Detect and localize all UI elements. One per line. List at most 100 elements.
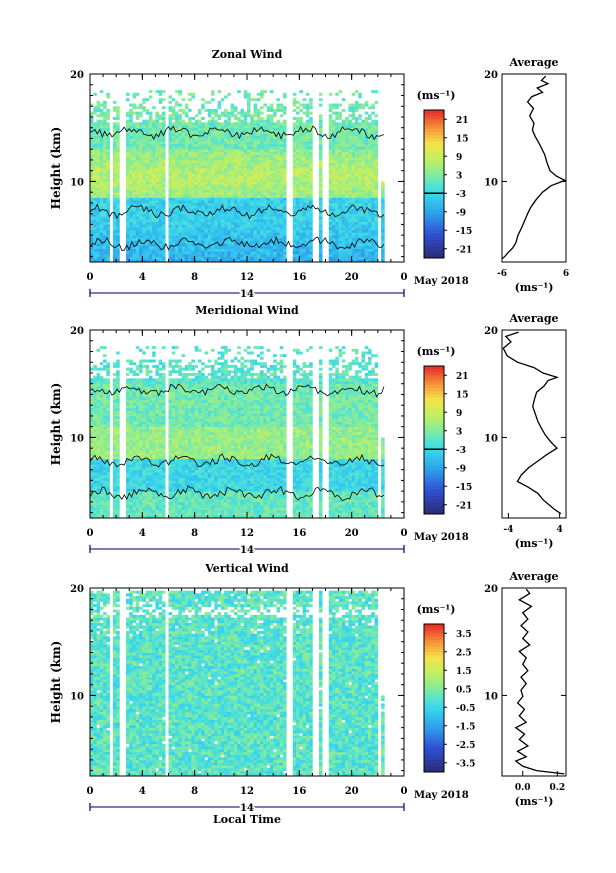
colorbar-tick-label: -15 [456, 483, 472, 493]
profile-y-tick-label: 10 [484, 433, 498, 444]
x-tick-label: 4 [139, 528, 146, 539]
profile-x-label: (ms⁻¹) [515, 795, 554, 808]
profile-frame [501, 587, 567, 777]
colorbar [423, 109, 447, 259]
x-axis-label: Local Time [213, 813, 281, 826]
colorbar-tick-label: -3.5 [456, 759, 475, 769]
profile-y-tick-label: 10 [484, 177, 498, 188]
profile-x-tick-label: -6 [497, 269, 507, 279]
x-tick-label: 16 [292, 528, 306, 539]
colorbar-tick-label: -2.5 [456, 741, 475, 751]
x-tick-label: 8 [191, 272, 198, 283]
profile-y-tick-label: 20 [484, 584, 498, 595]
contour-line [89, 125, 385, 141]
chart-title: Zonal Wind [212, 48, 283, 61]
y-axis-label: Height (km) [49, 127, 63, 210]
chart-panel-1 [89, 73, 567, 297]
profile-y-tick-label: 10 [484, 691, 498, 702]
y-tick-label: 20 [70, 326, 84, 337]
colorbar [423, 365, 447, 515]
x-tick-label: 0 [87, 786, 94, 797]
colorbar-frame [423, 365, 445, 515]
colorbar-tick-label: 3 [456, 427, 462, 437]
colorbar-frame [423, 109, 445, 259]
x-tick-label: 0 [401, 786, 408, 797]
x-tick-label: 20 [345, 272, 359, 283]
x-tick-label: 0 [87, 528, 94, 539]
colorbar-tick-label: -21 [456, 501, 472, 511]
heatmap-cells [90, 90, 385, 263]
profile-frame [501, 73, 567, 263]
chart-title: Meridional Wind [195, 304, 299, 317]
profile-title: Average [508, 570, 558, 583]
y-tick-label: 10 [70, 177, 84, 188]
chart-title: Vertical Wind [204, 562, 289, 575]
colorbar [423, 623, 447, 773]
profile-x-tick-label: 6 [563, 269, 569, 279]
x-tick-label: 4 [139, 786, 146, 797]
colorbar-unit: (ms⁻¹) [417, 603, 456, 616]
profile-panel [501, 587, 567, 777]
colorbar-tick-label: 9 [456, 153, 462, 163]
profile-x-tick-label: 0.0 [515, 783, 531, 793]
y-tick-label: 20 [70, 584, 84, 595]
chart-panel-3 [89, 587, 567, 811]
profile-line [514, 588, 565, 775]
contour-line [89, 203, 385, 220]
colorbar-tick-label: 15 [456, 390, 469, 400]
colorbar-tick-label: -1.5 [456, 722, 475, 732]
contour-line [89, 485, 385, 502]
x-tick-label: 20 [345, 786, 359, 797]
profile-title: Average [508, 312, 558, 325]
x-tick-label: 12 [240, 528, 254, 539]
profile-x-label: (ms⁻¹) [515, 281, 554, 294]
date-marker: 14 [240, 803, 254, 814]
x-tick-label: 16 [292, 786, 306, 797]
y-axis-label: Height (km) [49, 383, 63, 466]
x-tick-label: 8 [191, 528, 198, 539]
profile-frame [501, 329, 567, 519]
profile-title: Average [508, 56, 558, 69]
colorbar-tick-label: -3 [456, 190, 466, 200]
x-tick-label: 12 [240, 786, 254, 797]
colorbar-tick-label: 21 [456, 372, 469, 382]
heatmap-cells [90, 346, 385, 519]
profile-line [501, 75, 567, 260]
x-tick-label: 12 [240, 272, 254, 283]
x-tick-label: 0 [87, 272, 94, 283]
colorbar-tick-label: -3 [456, 446, 466, 456]
date-label: May 2018 [414, 532, 469, 543]
colorbar-tick-label: -9 [456, 208, 466, 218]
y-tick-label: 10 [70, 433, 84, 444]
y-tick-label: 10 [70, 691, 84, 702]
x-tick-label: 4 [139, 272, 146, 283]
colorbar-tick-label: 15 [456, 134, 469, 144]
x-tick-label: 0 [401, 272, 408, 283]
heatmap-cells [90, 590, 385, 777]
colorbar-tick-label: -0.5 [456, 704, 475, 714]
contour-line [89, 383, 385, 398]
date-label: May 2018 [414, 276, 469, 287]
x-tick-label: 8 [191, 786, 198, 797]
profile-panel [501, 73, 567, 263]
y-axis-label: Height (km) [49, 641, 63, 724]
x-tick-label: 20 [345, 528, 359, 539]
profile-x-label: (ms⁻¹) [515, 537, 554, 550]
profile-y-tick-label: 20 [484, 70, 498, 81]
profile-panel [501, 329, 567, 519]
x-tick-label: 16 [292, 272, 306, 283]
profile-y-tick-label: 20 [484, 326, 498, 337]
date-marker: 14 [240, 289, 254, 300]
colorbar-tick-label: -15 [456, 227, 472, 237]
colorbar-unit: (ms⁻¹) [417, 345, 456, 358]
colorbar-tick-label: 3 [456, 171, 462, 181]
colorbar-tick-label: 2.5 [456, 648, 472, 658]
y-tick-label: 20 [70, 70, 84, 81]
colorbar-tick-label: -9 [456, 464, 466, 474]
profile-x-tick-label: 4 [556, 525, 562, 535]
chart-panel-2 [89, 329, 567, 553]
x-tick-label: 0 [401, 528, 408, 539]
date-label: May 2018 [414, 790, 469, 801]
contour-line [89, 453, 385, 468]
colorbar-tick-label: -21 [456, 245, 472, 255]
